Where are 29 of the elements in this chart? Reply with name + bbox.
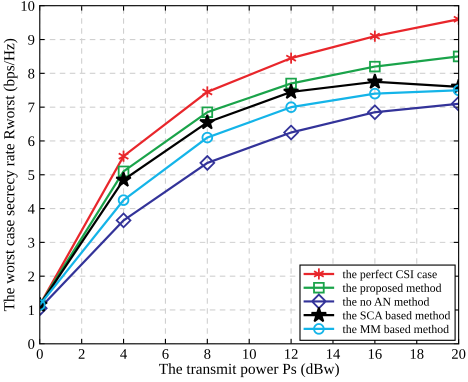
x-tick-label: 4 [120, 349, 127, 359]
y-tick-label: 0 [28, 339, 34, 350]
y-tick-label: 6 [28, 136, 34, 146]
y-axis-title: The worst case secrecy rate Rworst (bps/Hz) [4, 38, 18, 312]
x-tick-label: 6 [162, 349, 169, 359]
y-tick-label: 3 [28, 238, 34, 248]
x-axis-title: The transmit power Ps (dBw) [159, 363, 339, 378]
y-tick-label: 4 [28, 204, 35, 214]
legend-label: the SCA based method [342, 311, 450, 320]
legend-label: the perfect CSI case [342, 270, 437, 281]
y-tick-label: 8 [28, 68, 34, 79]
legend-label: the proposed method [342, 284, 442, 294]
y-tick-label: 2 [28, 272, 34, 282]
legend-label: the no AN method [342, 297, 430, 306]
y-tick-label: 1 [28, 305, 34, 316]
x-tick-label: 12 [285, 349, 298, 359]
y-tick-label: 5 [28, 170, 34, 180]
x-tick-label: 14 [326, 349, 340, 359]
legend-label: the MM based method [342, 324, 449, 334]
x-tick-label: 18 [410, 349, 424, 359]
x-tick-label: 0 [36, 349, 43, 359]
y-tick-label: 7 [28, 102, 34, 112]
x-tick-label: 16 [368, 349, 382, 359]
x-tick-label: 20 [452, 349, 466, 359]
x-tick-label: 10 [243, 349, 256, 359]
x-tick-label: 8 [204, 349, 210, 359]
y-tick-label: 9 [28, 34, 34, 45]
x-tick-label: 2 [78, 349, 85, 359]
y-tick-label: 10 [22, 1, 34, 11]
